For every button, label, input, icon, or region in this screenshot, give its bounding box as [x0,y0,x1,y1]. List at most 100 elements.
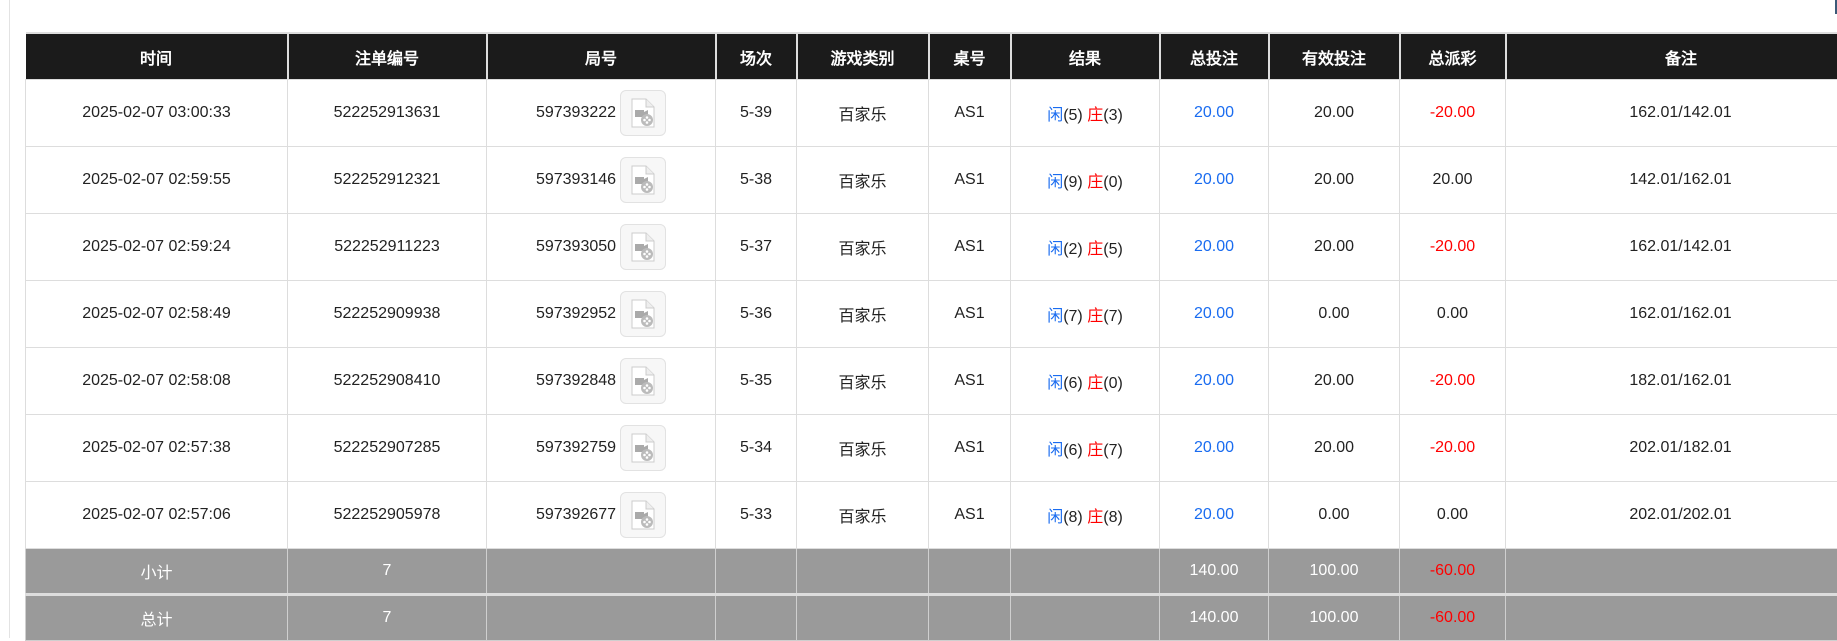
banker-label: 庄 [1087,442,1103,459]
empty-cell [797,549,929,595]
empty-cell [1506,595,1837,641]
time-text: 2025-02-07 02:58:08 [82,372,231,389]
video-file-icon[interactable] [620,224,666,270]
cell-total-payout: 0.00 [1400,482,1506,549]
cell-time: 2025-02-07 02:57:38 [26,415,288,482]
valid-bet-text: 20.00 [1314,104,1354,121]
cell-round: 597393146 [487,147,716,214]
summary-valid-bet-text: 100.00 [1310,609,1359,626]
player-score: (5) [1063,107,1083,124]
cell-total-payout: -20.00 [1400,80,1506,147]
banker-label: 庄 [1087,308,1103,325]
video-file-icon[interactable] [620,492,666,538]
session-text: 5-35 [740,372,772,389]
cell-table-no: AS1 [929,415,1011,482]
time-text: 2025-02-07 02:58:49 [82,305,231,322]
banker-label: 庄 [1087,509,1103,526]
total-bet-text: 20.00 [1194,238,1234,255]
cell-note: 182.01/162.01 [1506,348,1837,415]
round-text: 597393050 [536,238,616,255]
valid-bet-text: 20.00 [1314,439,1354,456]
summary-count: 7 [288,549,487,595]
empty-cell [1011,595,1160,641]
session-text: 5-39 [740,104,772,121]
banker-score: (5) [1103,241,1123,258]
cell-table-no: AS1 [929,214,1011,281]
banker-score: (0) [1103,375,1123,392]
cell-result: 闲(2) 庄(5) [1011,214,1160,281]
video-file-icon[interactable] [620,157,666,203]
video-file-icon[interactable] [620,90,666,136]
valid-bet-text: 0.00 [1318,305,1349,322]
cell-bet-id: 522252909938 [288,281,487,348]
cell-round: 597392952 [487,281,716,348]
cell-valid-bet: 20.00 [1269,348,1400,415]
time-text: 2025-02-07 03:00:33 [82,104,231,121]
cell-game-type: 百家乐 [797,415,929,482]
summary-count: 7 [288,595,487,641]
cell-valid-bet: 0.00 [1269,281,1400,348]
page-left-border [9,0,10,638]
time-text: 2025-02-07 02:59:24 [82,238,231,255]
video-file-icon[interactable] [620,291,666,337]
cell-valid-bet: 20.00 [1269,415,1400,482]
game-type-text: 百家乐 [838,174,886,191]
empty-cell [929,549,1011,595]
note-text: 162.01/142.01 [1629,238,1731,255]
cell-time: 2025-02-07 02:59:55 [26,147,288,214]
player-score: (2) [1063,241,1083,258]
bet-id-text: 522252905978 [334,506,441,523]
cell-total-payout: -20.00 [1400,415,1506,482]
summary-count-text: 7 [383,609,392,626]
session-text: 5-37 [740,238,772,255]
cell-round: 597393050 [487,214,716,281]
game-type-text: 百家乐 [838,509,886,526]
note-text: 182.01/162.01 [1629,372,1731,389]
cell-game-type: 百家乐 [797,80,929,147]
empty-cell [716,595,797,641]
summary-valid-bet-text: 100.00 [1310,562,1359,579]
header-note: 备注 [1506,33,1837,80]
banker-score: (7) [1103,308,1123,325]
cell-time: 2025-02-07 03:00:33 [26,80,288,147]
player-score: (8) [1063,509,1083,526]
payout-text: 20.00 [1432,171,1472,188]
header-bet-id: 注单编号 [288,33,487,80]
cell-table-no: AS1 [929,281,1011,348]
summary-label-text: 总计 [140,612,172,629]
empty-cell [487,595,716,641]
cell-total-bet: 20.00 [1160,281,1269,348]
round-text: 597393146 [536,171,616,188]
video-file-icon[interactable] [620,425,666,471]
video-file-icon[interactable] [620,358,666,404]
cell-session: 5-34 [716,415,797,482]
cell-time: 2025-02-07 02:59:24 [26,214,288,281]
cell-table-no: AS1 [929,348,1011,415]
time-text: 2025-02-07 02:57:38 [82,439,231,456]
banker-score: (7) [1103,442,1123,459]
cell-round: 597392759 [487,415,716,482]
player-label: 闲 [1047,509,1063,526]
session-text: 5-33 [740,506,772,523]
session-text: 5-34 [740,439,772,456]
player-label: 闲 [1047,107,1063,124]
cell-round: 597392848 [487,348,716,415]
payout-text: -20.00 [1430,238,1475,255]
total-bet-text: 20.00 [1194,506,1234,523]
cell-session: 5-35 [716,348,797,415]
player-score: (9) [1063,174,1083,191]
summary-payout-text: -60.00 [1430,562,1475,579]
note-text: 142.01/162.01 [1629,171,1731,188]
cell-table-no: AS1 [929,80,1011,147]
player-label: 闲 [1047,308,1063,325]
cell-table-no: AS1 [929,482,1011,549]
total-bet-text: 20.00 [1194,171,1234,188]
total-bet-text: 20.00 [1194,104,1234,121]
cell-session: 5-37 [716,214,797,281]
